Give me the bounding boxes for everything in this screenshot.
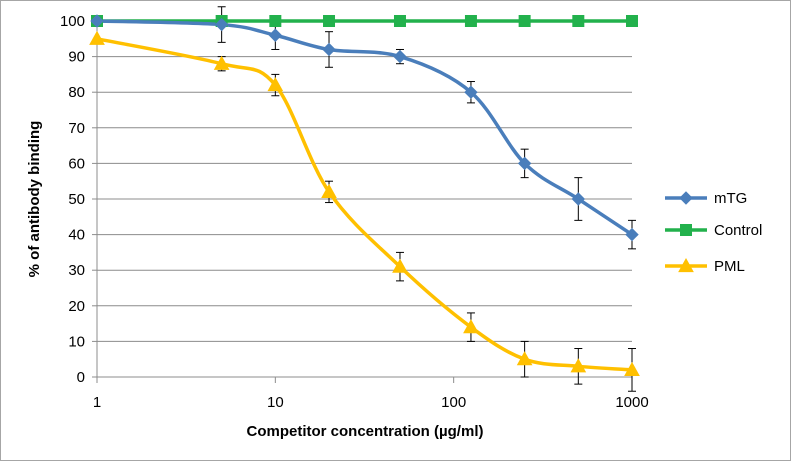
- marker-mtg-20: [322, 42, 336, 57]
- y-tick-label-10: 10: [68, 333, 85, 350]
- marker-mtg-1: [90, 14, 104, 28]
- marker-pml-50: [392, 258, 408, 273]
- marker-pml-500: [570, 358, 587, 373]
- marker-pml-125: [463, 319, 479, 334]
- legend-label-pml: PML: [714, 258, 745, 275]
- x-tick-label-100: 100: [441, 394, 466, 411]
- y-tick-label-50: 50: [68, 191, 85, 208]
- series-lines: [95, 19, 634, 372]
- y-tick-label-60: 60: [68, 155, 85, 172]
- marker-mtg-50: [393, 49, 407, 64]
- legend-marker-mtg: [679, 191, 693, 205]
- y-tick-label-90: 90: [68, 49, 85, 66]
- marker-pml-1: [89, 30, 105, 45]
- marker-pml-5: [213, 55, 230, 70]
- marker-control-50: [393, 15, 406, 27]
- marker-control-20: [323, 15, 336, 27]
- y-tick-label-20: 20: [68, 298, 85, 315]
- legend-marker-control: [680, 224, 692, 236]
- gridlines: [97, 20, 632, 342]
- y-tick-label-100: 100: [60, 13, 85, 30]
- marker-mtg-5: [214, 17, 229, 32]
- marker-control-10: [269, 15, 282, 27]
- y-axis-title: % of antibody binding: [26, 121, 43, 278]
- marker-mtg-10: [268, 28, 283, 42]
- marker-pml-250: [516, 351, 533, 366]
- marker-control-500: [572, 15, 585, 27]
- y-tick-label-40: 40: [68, 227, 85, 244]
- y-tick-label-80: 80: [68, 84, 85, 101]
- x-tick-label-1000: 1000: [615, 394, 648, 411]
- marker-control-250: [518, 15, 531, 27]
- legend-marker-pml: [678, 257, 694, 273]
- marker-pml-1000: [624, 361, 640, 376]
- marker-mtg-1000: [625, 227, 639, 242]
- legend: mTG Control PML: [665, 190, 762, 275]
- y-tick-label-70: 70: [68, 120, 85, 137]
- x-axis-title: Competitor concentration (µg/ml): [247, 423, 484, 440]
- series-line-pml: [95, 37, 634, 372]
- y-tick-label-0: 0: [77, 369, 85, 386]
- marker-control-125: [464, 15, 477, 27]
- legend-label-mtg: mTG: [714, 190, 747, 207]
- y-tick-label-30: 30: [68, 262, 85, 279]
- marker-mtg-500: [571, 192, 586, 206]
- marker-mtg-125: [464, 85, 478, 99]
- marker-mtg-250: [517, 156, 532, 171]
- x-tick-label-10: 10: [267, 394, 284, 411]
- legend-label-control: Control: [714, 222, 762, 239]
- marker-pml-20: [321, 183, 337, 198]
- data-markers: [89, 14, 640, 376]
- marker-pml-10: [267, 77, 284, 92]
- axes: [92, 20, 633, 383]
- x-tick-label-1: 1: [93, 394, 101, 411]
- marker-control-1000: [626, 15, 638, 27]
